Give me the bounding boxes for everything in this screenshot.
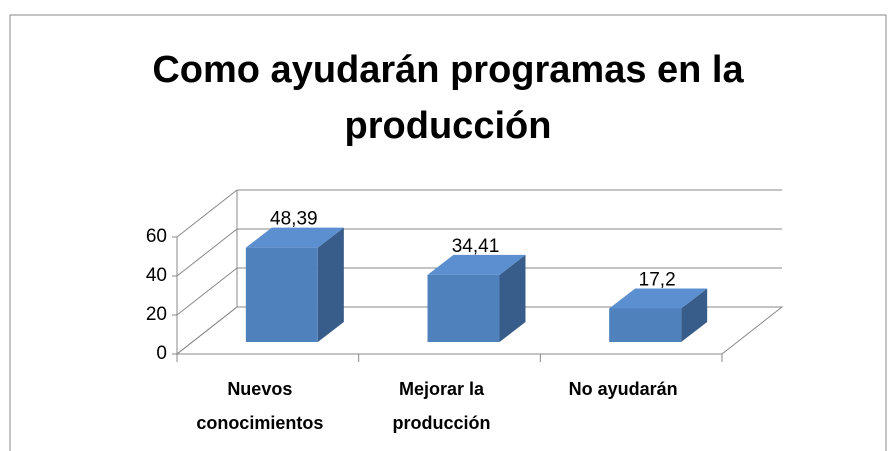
x-tick-label: Nuevos conocimientos	[196, 379, 324, 433]
chart-border	[9, 14, 887, 451]
bar-front	[609, 308, 682, 342]
value-label: 17,2	[639, 269, 676, 290]
y-tick-label: 0	[156, 343, 167, 364]
grid-line-side	[176, 267, 238, 316]
value-label: 48,39	[270, 209, 318, 230]
x-tick-label: No ayudarán	[568, 379, 678, 399]
y-tick-label: 60	[146, 226, 167, 247]
bar	[427, 254, 526, 342]
chart-title: Como ayudarán programas en la producción	[152, 49, 744, 147]
bar	[609, 288, 708, 342]
value-label: 34,41	[452, 236, 500, 257]
bar-front	[427, 274, 500, 342]
bar-top	[609, 288, 708, 309]
bar-side	[681, 288, 708, 342]
y-tick-label: 40	[146, 265, 167, 286]
bar-top	[245, 227, 344, 248]
bar-front	[245, 247, 318, 342]
bar-side	[317, 227, 344, 342]
x-tick-label: Mejorar la producción	[392, 379, 491, 433]
grid-line-side	[176, 189, 238, 238]
grid-line-side	[176, 228, 238, 277]
bar-side	[499, 254, 526, 342]
bar-top	[427, 254, 526, 275]
y-tick-label: 20	[146, 304, 167, 325]
bar	[245, 227, 344, 342]
grid-line-side	[176, 306, 238, 355]
